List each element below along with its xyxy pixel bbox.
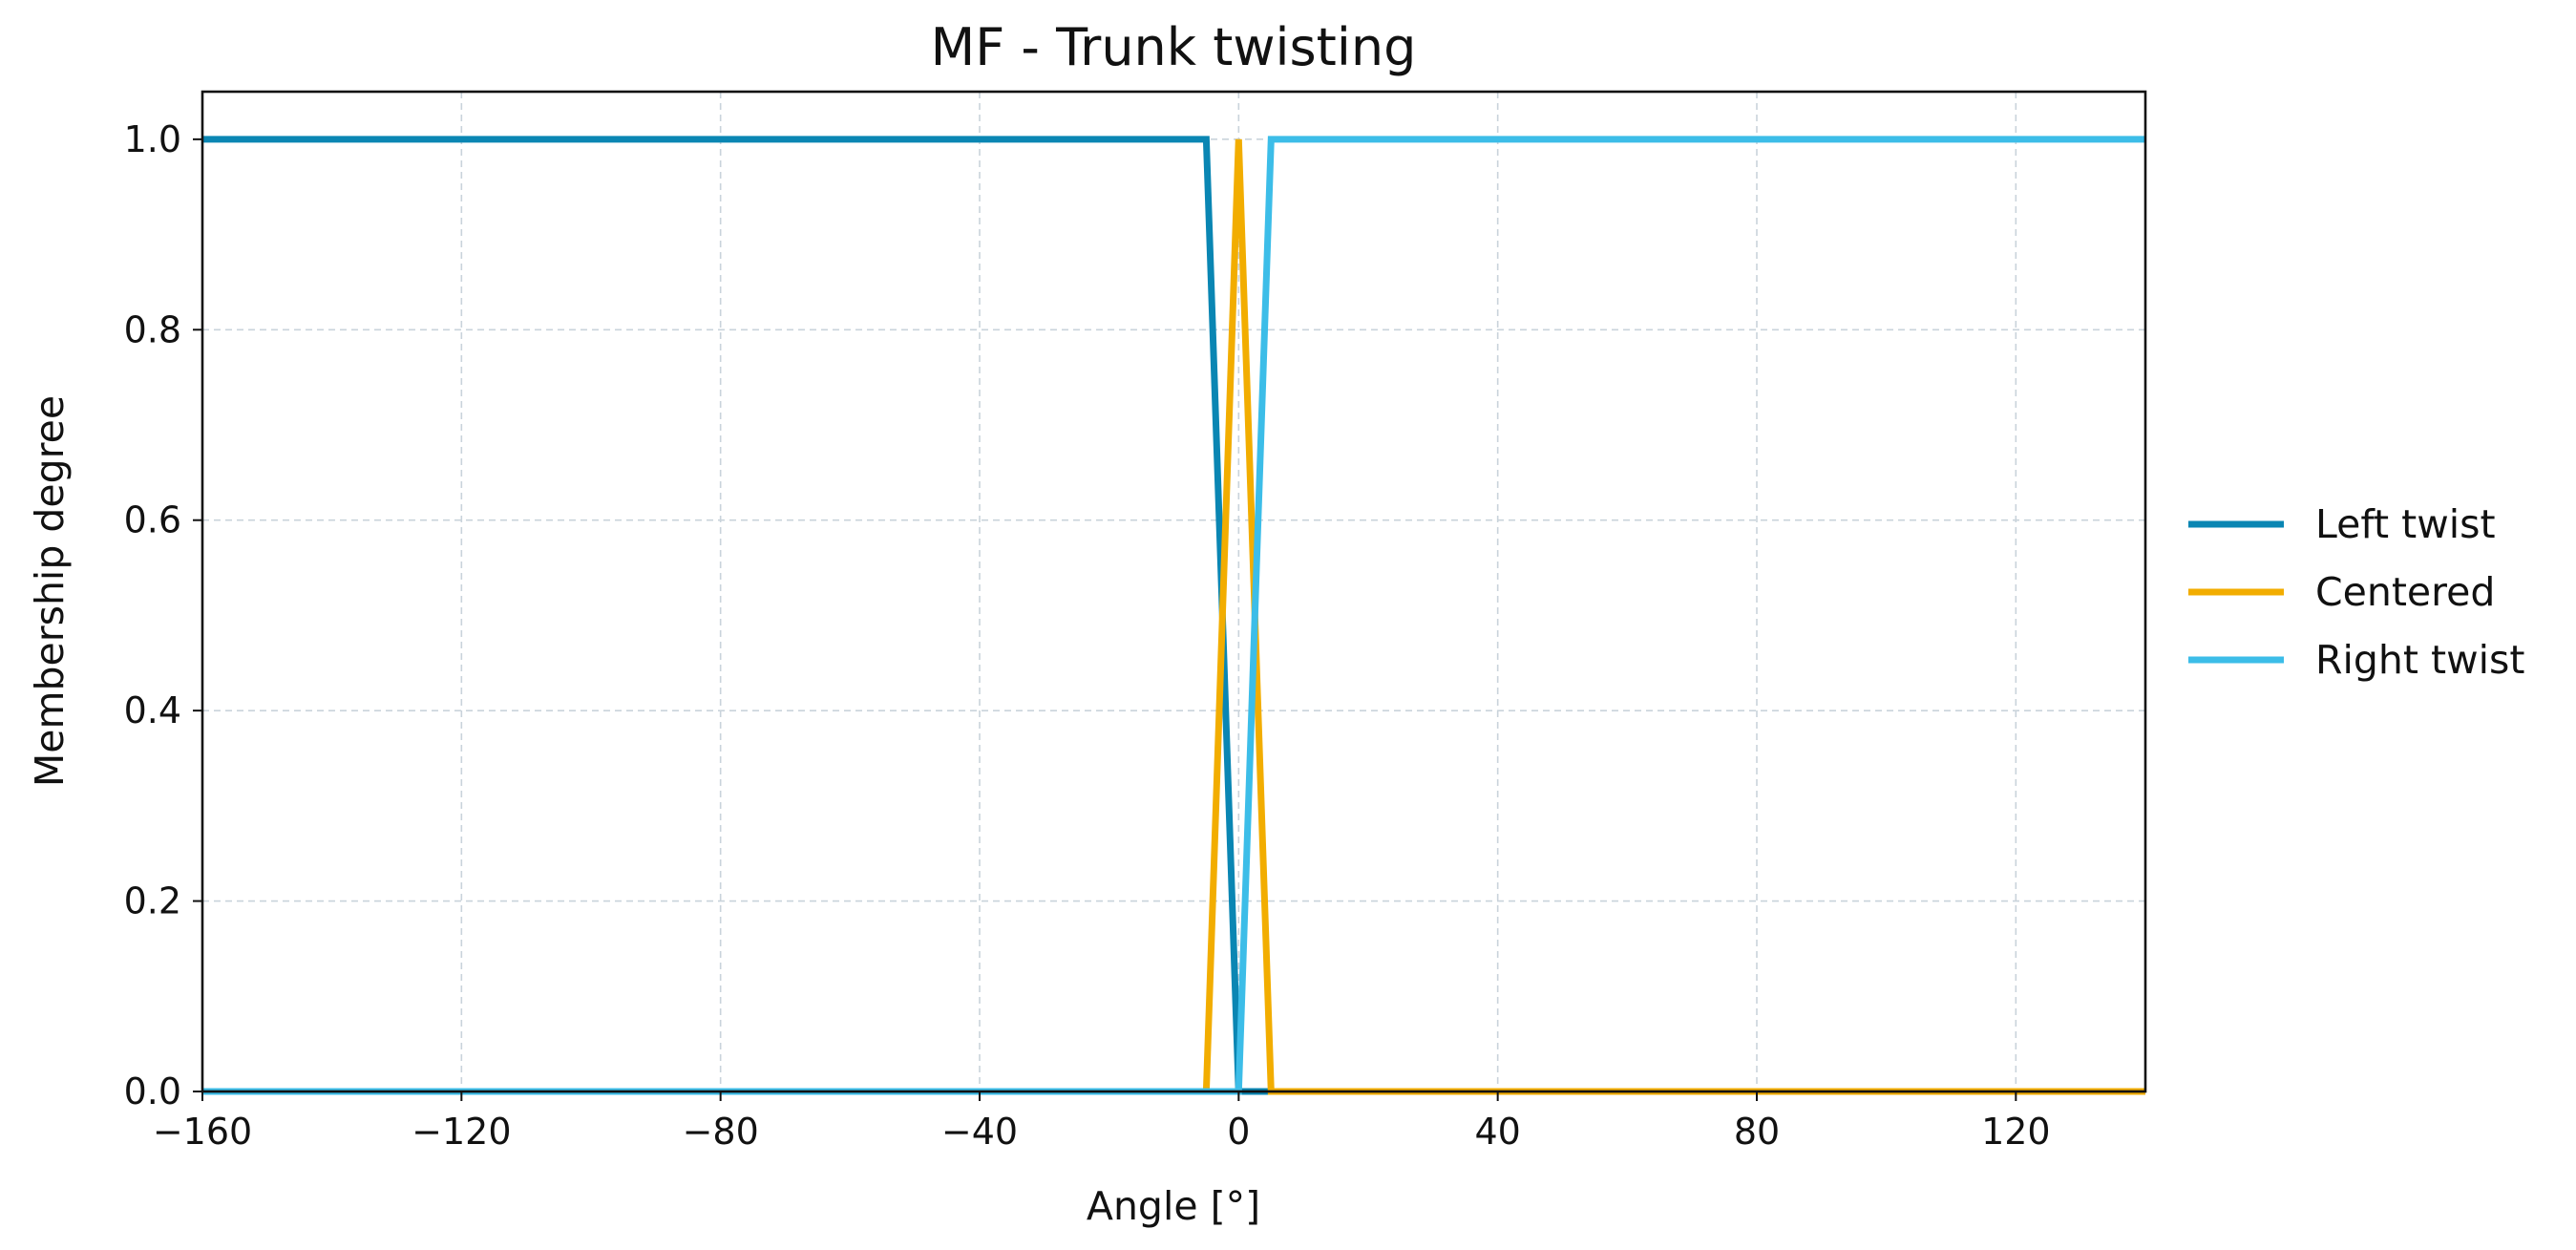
x-tick-label: 120 [1981,1111,2051,1153]
x-tick-label: −40 [941,1111,1018,1153]
x-tick-label: 80 [1734,1111,1780,1153]
chart-title: MF - Trunk twisting [931,17,1417,77]
legend-label-left-twist: Left twist [2315,501,2496,547]
plot-frame [201,90,2147,1093]
x-tick-label: −160 [153,1111,252,1153]
axis-ticks: −160 −120 −80 −40 0 40 80 120 0.0 0.2 0.4 0.6 0.8 1.0 [124,118,2051,1153]
x-tick-label: 0 [1227,1111,1250,1153]
x-tick-label: 40 [1474,1111,1520,1153]
y-axis-title: Membership degree [27,395,73,787]
legend-label-centered: Centered [2315,569,2495,615]
x-axis-title: Angle [°] [1087,1183,1260,1229]
y-tick-label: 1.0 [124,118,181,160]
y-tick-label: 0.6 [124,499,181,541]
y-tick-label: 0.8 [124,308,181,350]
y-tick-label: 0.2 [124,880,181,922]
y-tick-label: 0.0 [124,1070,181,1112]
legend: Left twist Centered Right twist [2188,501,2524,683]
legend-label-right-twist: Right twist [2315,637,2524,683]
y-tick-label: 0.4 [124,689,181,731]
x-tick-label: −80 [683,1111,759,1153]
x-tick-label: −120 [412,1111,511,1153]
